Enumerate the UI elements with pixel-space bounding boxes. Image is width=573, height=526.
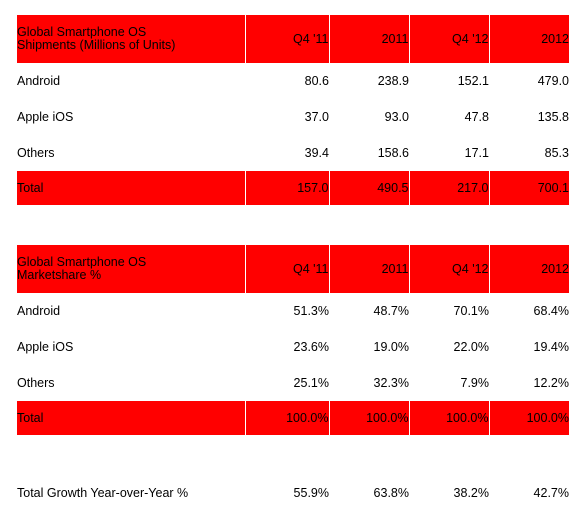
marketshare-table: Global Smartphone OS Marketshare % Q4 '1… bbox=[17, 245, 569, 435]
cell-value: 158.6 bbox=[377, 146, 409, 160]
table-row: Others 39.4 158.6 17.1 85.3 bbox=[17, 135, 569, 171]
cell-value: 7.9% bbox=[460, 376, 490, 390]
cell-value: 80.6 bbox=[304, 74, 329, 88]
cell-value: 479.0 bbox=[537, 74, 569, 88]
cell-value: 217.0 bbox=[408, 171, 489, 205]
shipments-header-row: Global Smartphone OS Shipments (Millions… bbox=[17, 15, 569, 63]
marketshare-header-row: Global Smartphone OS Marketshare % Q4 '1… bbox=[17, 245, 569, 293]
cell-value: 63.8% bbox=[373, 486, 409, 500]
row-label: Total bbox=[17, 401, 245, 435]
row-label: Apple iOS bbox=[17, 110, 74, 124]
table-row: Apple iOS 23.6% 19.0% 22.0% 19.4% bbox=[17, 329, 569, 365]
cell-value: 12.2% bbox=[533, 376, 569, 390]
cell-value: 85.3 bbox=[544, 146, 569, 160]
cell-value: 42.7% bbox=[533, 486, 569, 500]
cell-value: 55.9% bbox=[293, 486, 329, 500]
cell-value: 19.4% bbox=[533, 340, 569, 354]
cell-value: 38.2% bbox=[453, 486, 489, 500]
column-header: 2012 bbox=[488, 245, 569, 293]
cell-value: 238.9 bbox=[377, 74, 409, 88]
cell-value: 47.8 bbox=[464, 110, 489, 124]
cell-value: 39.4 bbox=[304, 146, 329, 160]
row-label: Others bbox=[17, 146, 55, 160]
column-header: 2011 bbox=[328, 15, 409, 63]
cell-value: 37.0 bbox=[304, 110, 329, 124]
cell-value: 490.5 bbox=[328, 171, 409, 205]
cell-value: 152.1 bbox=[457, 74, 489, 88]
column-header: 2012 bbox=[488, 15, 569, 63]
cell-value: 100.0% bbox=[488, 401, 569, 435]
row-label: Total bbox=[17, 171, 245, 205]
shipments-title: Global Smartphone OS Shipments (Millions… bbox=[17, 25, 176, 52]
cell-value: 70.1% bbox=[453, 304, 489, 318]
total-row: Total 100.0% 100.0% 100.0% 100.0% bbox=[17, 401, 569, 435]
cell-value: 22.0% bbox=[453, 340, 489, 354]
table-row: Android 80.6 238.9 152.1 479.0 bbox=[17, 63, 569, 99]
cell-value: 157.0 bbox=[244, 171, 329, 205]
growth-table: Total Growth Year-over-Year % 55.9% 63.8… bbox=[17, 474, 569, 512]
table-row: Apple iOS 37.0 93.0 47.8 135.8 bbox=[17, 99, 569, 135]
cell-value: 23.6% bbox=[293, 340, 329, 354]
cell-value: 100.0% bbox=[328, 401, 409, 435]
row-label: Android bbox=[17, 304, 61, 318]
cell-value: 19.0% bbox=[373, 340, 409, 354]
shipments-title-cell: Global Smartphone OS Shipments (Millions… bbox=[17, 15, 245, 63]
column-header: 2011 bbox=[328, 245, 409, 293]
table-row: Others 25.1% 32.3% 7.9% 12.2% bbox=[17, 365, 569, 401]
column-header: Q4 '12 bbox=[408, 15, 489, 63]
total-row: Total 157.0 490.5 217.0 700.1 bbox=[17, 171, 569, 205]
column-header: Q4 '12 bbox=[408, 245, 489, 293]
cell-value: 48.7% bbox=[373, 304, 409, 318]
cell-value: 93.0 bbox=[384, 110, 409, 124]
cell-value: 32.3% bbox=[373, 376, 409, 390]
row-label: Android bbox=[17, 74, 61, 88]
cell-value: 100.0% bbox=[244, 401, 329, 435]
column-header: Q4 '11 bbox=[244, 15, 329, 63]
row-label: Apple iOS bbox=[17, 340, 74, 354]
marketshare-title: Global Smartphone OS Marketshare % bbox=[17, 255, 147, 282]
cell-value: 135.8 bbox=[537, 110, 569, 124]
column-header: Q4 '11 bbox=[244, 245, 329, 293]
cell-value: 25.1% bbox=[293, 376, 329, 390]
cell-value: 68.4% bbox=[533, 304, 569, 318]
shipments-table: Global Smartphone OS Shipments (Millions… bbox=[17, 15, 569, 205]
row-label: Others bbox=[17, 376, 55, 390]
table-row: Android 51.3% 48.7% 70.1% 68.4% bbox=[17, 293, 569, 329]
marketshare-title-cell: Global Smartphone OS Marketshare % bbox=[17, 245, 245, 293]
cell-value: 17.1 bbox=[464, 146, 489, 160]
cell-value: 51.3% bbox=[293, 304, 329, 318]
cell-value: 700.1 bbox=[488, 171, 569, 205]
cell-value: 100.0% bbox=[408, 401, 489, 435]
row-label: Total Growth Year-over-Year % bbox=[17, 486, 189, 500]
growth-row: Total Growth Year-over-Year % 55.9% 63.8… bbox=[17, 474, 569, 512]
